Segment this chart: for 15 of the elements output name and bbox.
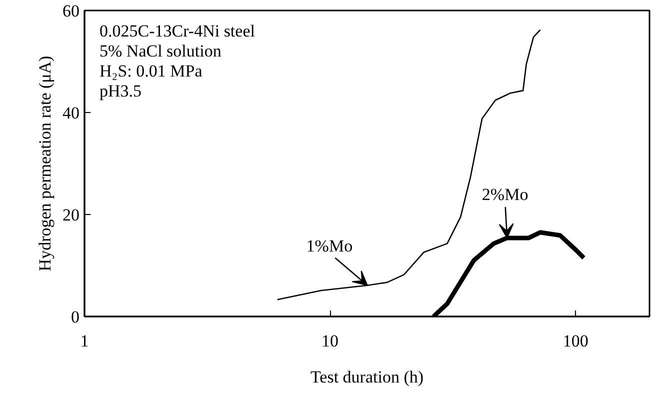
x-tick-label: 1 [80,332,89,350]
x-tick-label: 100 [562,332,588,350]
series-label: 1%Mo [306,236,353,256]
x-axis-title: Test duration (h) [310,368,424,386]
y-tick-label: 40 [62,104,80,122]
y-axis-title: Hydrogen permeation rate (μA) [36,56,54,272]
y-tick-label: 20 [62,206,80,224]
y-tick-label: 60 [62,2,80,20]
annotation: pH3.5 [100,82,142,100]
series-label: 2%Mo [482,184,528,204]
annotation: 0.025C-13Cr-4Ni steel [100,22,256,40]
annotation: 5% NaCl solution [100,42,222,60]
annotation: H₂S: 0.01 MPa [100,62,203,80]
y-tick-label: 0 [71,308,80,326]
x-tick-label: 10 [322,332,339,350]
